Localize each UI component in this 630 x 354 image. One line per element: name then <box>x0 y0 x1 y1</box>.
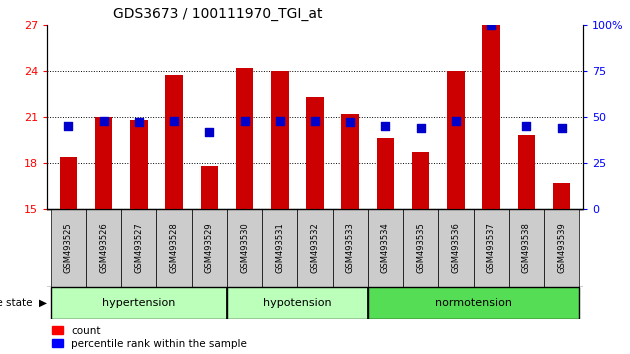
Bar <box>51 287 227 319</box>
Bar <box>271 71 289 209</box>
Bar <box>227 287 368 319</box>
Point <box>556 125 566 131</box>
Point <box>522 123 532 129</box>
Text: GSM493534: GSM493534 <box>381 222 390 273</box>
Bar <box>368 209 403 287</box>
Point <box>98 118 108 123</box>
Text: normotension: normotension <box>435 298 512 308</box>
Bar <box>544 209 579 287</box>
Bar <box>262 209 297 287</box>
Text: GSM493528: GSM493528 <box>169 222 178 273</box>
Bar <box>333 209 368 287</box>
Point <box>134 120 144 125</box>
Bar <box>165 75 183 209</box>
Point <box>486 22 496 28</box>
Point <box>169 118 179 123</box>
Bar <box>94 117 112 209</box>
Bar <box>474 209 509 287</box>
Bar <box>412 152 430 209</box>
Bar <box>51 209 86 287</box>
Bar <box>156 209 192 287</box>
Bar <box>236 68 253 209</box>
Bar <box>297 209 333 287</box>
Bar <box>447 71 465 209</box>
Text: GSM493532: GSM493532 <box>311 222 319 273</box>
Bar <box>438 209 474 287</box>
Text: GSM493536: GSM493536 <box>452 222 461 273</box>
Bar <box>60 157 77 209</box>
Bar <box>518 135 536 209</box>
Point <box>310 118 320 123</box>
Text: disease state  ▶: disease state ▶ <box>0 298 47 308</box>
Bar <box>553 183 570 209</box>
Bar <box>403 209 438 287</box>
Point <box>451 118 461 123</box>
Bar <box>121 209 156 287</box>
Bar <box>130 120 147 209</box>
Bar <box>200 166 218 209</box>
Text: hypotension: hypotension <box>263 298 332 308</box>
Text: GSM493533: GSM493533 <box>346 222 355 273</box>
Bar <box>483 25 500 209</box>
Bar <box>86 209 121 287</box>
Legend: count, percentile rank within the sample: count, percentile rank within the sample <box>52 326 247 349</box>
Text: GSM493531: GSM493531 <box>275 222 284 273</box>
Point <box>275 118 285 123</box>
Bar <box>368 287 579 319</box>
Bar <box>341 114 359 209</box>
Text: GSM493530: GSM493530 <box>240 222 249 273</box>
Text: GSM493527: GSM493527 <box>134 222 144 273</box>
Bar <box>192 209 227 287</box>
Bar <box>227 209 262 287</box>
Text: GSM493526: GSM493526 <box>99 222 108 273</box>
Text: GSM493525: GSM493525 <box>64 222 73 273</box>
Point <box>239 118 249 123</box>
Text: GSM493529: GSM493529 <box>205 222 214 273</box>
Point <box>64 123 74 129</box>
Point <box>416 125 426 131</box>
Text: GSM493539: GSM493539 <box>557 222 566 273</box>
Bar <box>509 209 544 287</box>
Point <box>381 123 391 129</box>
Text: GDS3673 / 100111970_TGI_at: GDS3673 / 100111970_TGI_at <box>113 7 323 21</box>
Text: GSM493535: GSM493535 <box>416 222 425 273</box>
Point <box>345 120 355 125</box>
Point <box>204 129 214 135</box>
Text: hypertension: hypertension <box>102 298 176 308</box>
Bar <box>306 97 324 209</box>
Bar <box>377 138 394 209</box>
Text: GSM493538: GSM493538 <box>522 222 531 273</box>
Text: GSM493537: GSM493537 <box>486 222 496 273</box>
